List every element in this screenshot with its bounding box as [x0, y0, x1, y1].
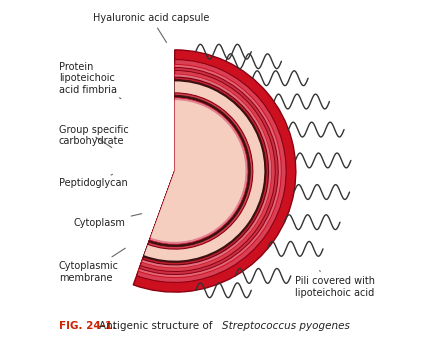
Text: Group specific
carbohydrate: Group specific carbohydrate — [59, 125, 128, 148]
Text: Cytoplasmic
membrane: Cytoplasmic membrane — [59, 248, 125, 283]
Text: Hyaluronic acid capsule: Hyaluronic acid capsule — [93, 13, 209, 42]
Wedge shape — [140, 70, 275, 272]
Wedge shape — [144, 81, 264, 261]
Wedge shape — [137, 60, 286, 282]
Text: Peptidoglycan: Peptidoglycan — [59, 174, 127, 188]
Wedge shape — [139, 67, 278, 275]
Wedge shape — [150, 98, 248, 244]
Wedge shape — [143, 80, 266, 262]
Wedge shape — [149, 95, 250, 247]
Text: .: . — [334, 321, 338, 331]
Text: Pili covered with
lipoteichoic acid: Pili covered with lipoteichoic acid — [295, 271, 375, 298]
Wedge shape — [138, 64, 281, 278]
Text: Antigenic structure of: Antigenic structure of — [99, 321, 216, 331]
Wedge shape — [142, 74, 272, 268]
Wedge shape — [151, 100, 245, 242]
Text: Streptococcus pyogenes: Streptococcus pyogenes — [222, 321, 350, 331]
Wedge shape — [148, 93, 253, 249]
Text: Protein
lipoteichoic
acid fimbria: Protein lipoteichoic acid fimbria — [59, 62, 121, 98]
Text: Cytoplasm: Cytoplasm — [74, 214, 142, 228]
Text: FIG. 24-1.: FIG. 24-1. — [59, 321, 116, 331]
Wedge shape — [143, 77, 269, 265]
Wedge shape — [133, 50, 296, 292]
